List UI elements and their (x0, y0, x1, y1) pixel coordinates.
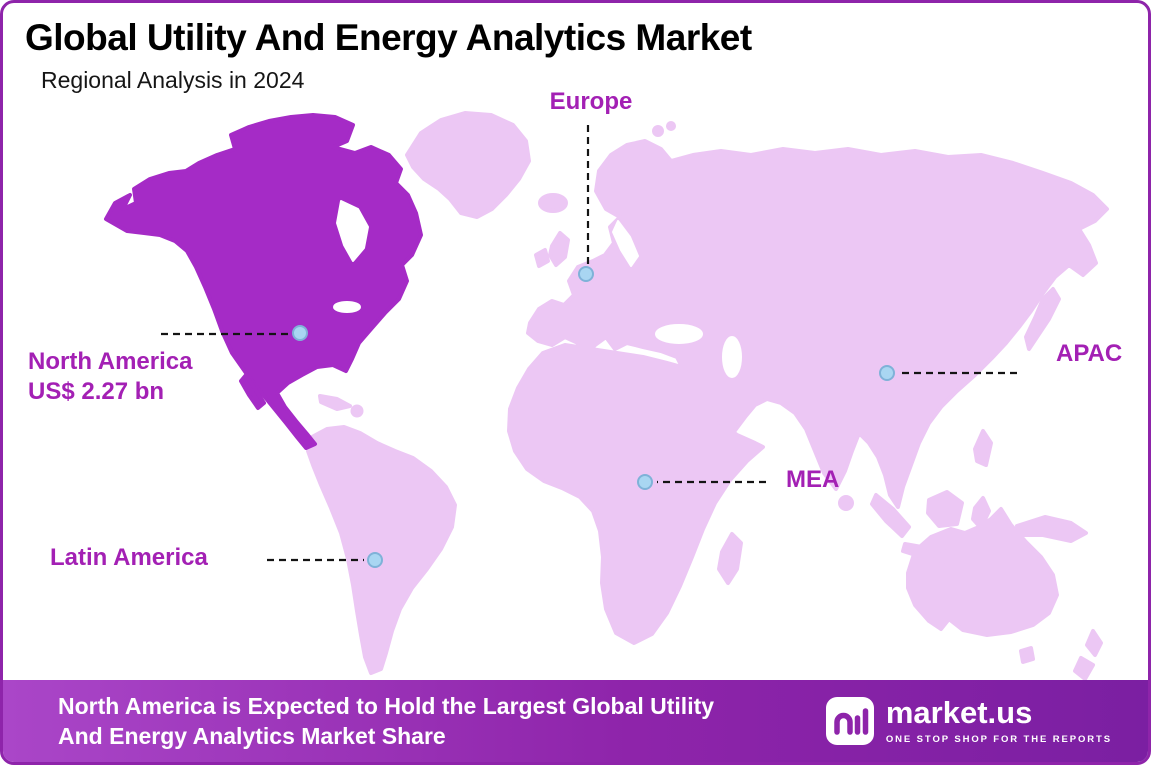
island-iceland (538, 193, 568, 213)
footer-banner: North America is Expected to Hold the La… (3, 680, 1148, 762)
continent-africa (507, 343, 765, 645)
peninsula-baja (239, 373, 266, 410)
region-label-europe: Europe (549, 88, 633, 115)
continent-south-america (306, 425, 457, 675)
island-madagascar (717, 532, 743, 585)
island-java (901, 542, 963, 565)
marker-apac (879, 365, 895, 381)
footer-note-line1: North America is Expected to Hold the La… (58, 692, 715, 719)
marker-europe (578, 266, 594, 282)
region-label-north-america-name: North America (28, 348, 193, 375)
marker-latin-america (367, 552, 383, 568)
page-subtitle: Regional Analysis in 2024 (41, 67, 305, 93)
region-value-north-america: US$ 2.27 bn (28, 378, 165, 405)
region-label-apac: APAC (1056, 340, 1123, 367)
black-sea (655, 324, 703, 344)
brand-tagline: ONE STOP SHOP FOR THE REPORTS (885, 733, 1112, 745)
island-new-guinea (1015, 515, 1088, 543)
island-sulawesi (971, 496, 991, 530)
island-borneo (926, 490, 964, 528)
island-ireland (534, 248, 550, 268)
region-label-mea: MEA (786, 466, 840, 493)
island-svalbard-b (666, 121, 676, 131)
footer-note: North America is Expected to Hold the La… (58, 691, 714, 752)
island-sumatra (870, 493, 911, 538)
island-tasmania (1019, 646, 1035, 664)
continent-australia (906, 507, 1059, 637)
island-philippines (973, 429, 993, 467)
baltic-sea (612, 220, 639, 267)
world-map (104, 111, 1109, 681)
island-new-zealand-south (1073, 656, 1095, 681)
brand-block: market.us ONE STOP SHOP FOR THE REPORTS (825, 695, 1118, 745)
regions-base-shapes (306, 111, 1109, 681)
marker-north-america (292, 325, 308, 341)
page-title: Global Utility And Energy Analytics Mark… (25, 17, 752, 58)
continent-eurasia (526, 139, 1109, 509)
island-hispaniola (350, 404, 364, 418)
caspian-sea (722, 336, 742, 378)
callout-lines (161, 125, 1017, 562)
region-label-latin-america: Latin America (50, 544, 208, 571)
market-us-logo-icon (825, 697, 874, 745)
island-japan (1024, 287, 1061, 351)
brand-name: market.us (885, 695, 1033, 731)
hudson-bay (336, 200, 369, 262)
region-markers (292, 266, 895, 568)
island-svalbard-a (652, 125, 664, 137)
island-sri-lanka (838, 495, 854, 511)
region-north-america-shape (104, 113, 423, 450)
continent-greenland (405, 111, 531, 219)
island-uk (548, 231, 570, 267)
marker-mea (637, 474, 653, 490)
great-lakes (333, 301, 361, 313)
footer-note-line2: And Energy Analytics Market Share (58, 723, 446, 749)
water-details (333, 200, 742, 378)
island-cuba (318, 394, 352, 411)
region-label-north-america: North America US$ 2.27 bn (28, 348, 192, 406)
continent-north-america (104, 113, 423, 450)
island-new-zealand-north (1085, 629, 1103, 657)
